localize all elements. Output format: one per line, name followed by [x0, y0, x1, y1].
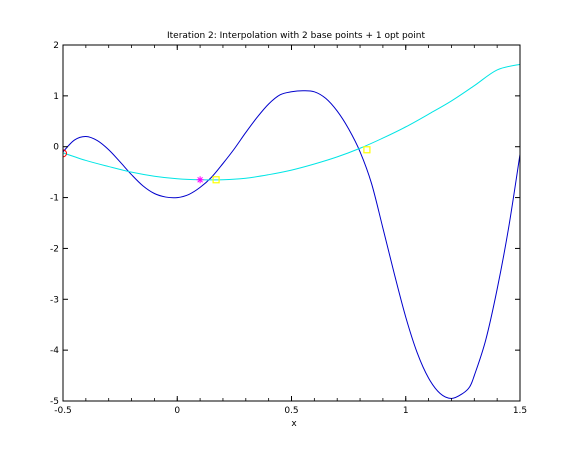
y-tick-label: 2: [53, 41, 59, 51]
marker-square-2: [212, 176, 220, 184]
series-line-0: [63, 90, 520, 399]
x-tick-label: 0.5: [284, 406, 298, 416]
y-tick-label: -3: [50, 295, 59, 305]
marker-star-1: [196, 176, 204, 184]
y-tick-label: 0: [53, 143, 59, 153]
marker-circle-0: [63, 149, 67, 158]
x-tick-label: -0.5: [54, 406, 72, 416]
y-tick-label: -5: [50, 397, 59, 407]
y-axis: -5 -4 -3 -2 -1 0 1 2: [50, 41, 520, 407]
y-tick-label: -2: [50, 244, 59, 254]
plot-area: [63, 63, 520, 399]
y-tick-label: -4: [50, 346, 59, 356]
x-axis-label: x: [291, 419, 297, 429]
x-tick-label: 1.5: [513, 406, 527, 416]
plot-frame: [62, 44, 521, 402]
chart-title: Iteration 2: Interpolation with 2 base p…: [167, 31, 425, 41]
x-tick-label: 0: [174, 406, 180, 416]
series-line-1: [63, 63, 520, 181]
y-tick-label: -1: [50, 194, 59, 204]
y-tick-label: 1: [53, 92, 59, 102]
marker-square-3: [363, 146, 371, 154]
x-tick-label: 1: [403, 406, 409, 416]
x-axis: -0.5 0 0.5 1 1.5: [54, 45, 527, 416]
